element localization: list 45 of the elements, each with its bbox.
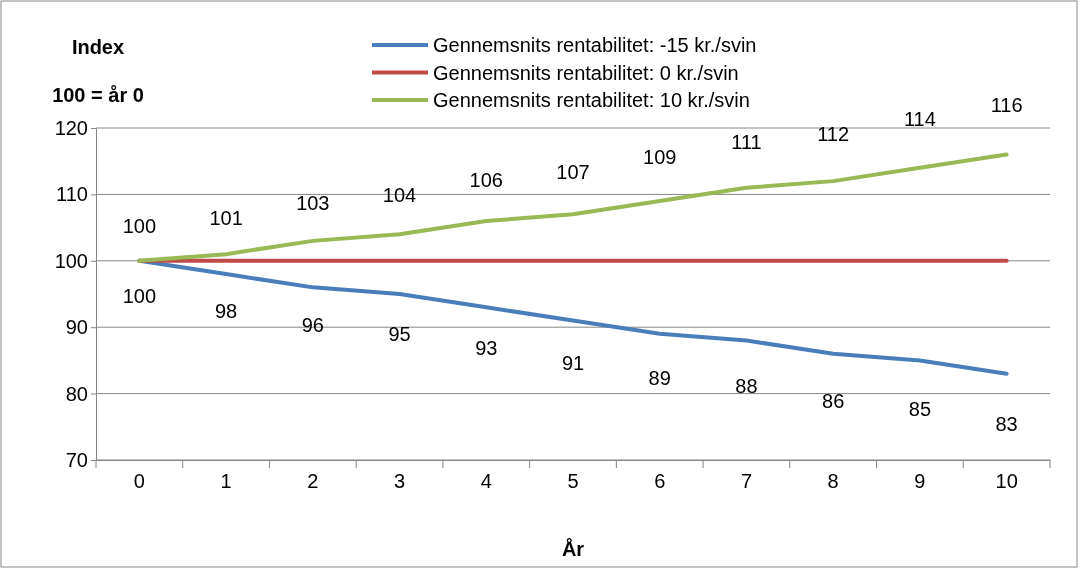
legend-label: Gennemsnits rentabilitet: -15 kr./svin bbox=[433, 34, 757, 56]
y-tick-label: 70 bbox=[65, 448, 88, 471]
x-tick-label: 7 bbox=[740, 470, 753, 493]
x-tick-label: 8 bbox=[827, 470, 839, 493]
legend-label: Gennemsnits rentabilitet: 10 kr./svin bbox=[433, 89, 750, 111]
data-label: 112 bbox=[817, 123, 850, 146]
data-label: 85 bbox=[908, 397, 932, 420]
legend-label: Gennemsnits rentabilitet: 0 kr./svin bbox=[433, 61, 739, 84]
x-tick-label: 9 bbox=[914, 470, 926, 493]
data-label: 109 bbox=[643, 146, 677, 169]
data-label: 83 bbox=[995, 412, 1018, 435]
x-tick-label: 6 bbox=[654, 470, 666, 493]
data-label: 114 bbox=[903, 108, 936, 131]
x-axis-title: År bbox=[561, 537, 585, 560]
data-label: 100 bbox=[122, 284, 157, 307]
data-label: 88 bbox=[735, 374, 758, 397]
data-label: 116 bbox=[990, 93, 1023, 116]
y-tick-label: 90 bbox=[65, 316, 88, 339]
data-label: 100 bbox=[122, 214, 157, 237]
data-label: 107 bbox=[556, 160, 590, 183]
data-label: 95 bbox=[388, 322, 411, 345]
y-tick-label: 110 bbox=[56, 183, 88, 206]
y-tick-label: 120 bbox=[54, 116, 88, 139]
data-label: 91 bbox=[561, 352, 585, 375]
y-axis-title: Index bbox=[71, 36, 125, 58]
data-label: 103 bbox=[296, 191, 330, 214]
text: 100 = år 0 bbox=[52, 84, 144, 106]
x-tick-label: 10 bbox=[995, 470, 1018, 493]
x-tick-label: 3 bbox=[393, 470, 406, 493]
data-label: 86 bbox=[822, 389, 845, 412]
data-label: 93 bbox=[475, 337, 498, 360]
x-tick-label: 0 bbox=[133, 470, 145, 493]
data-label: 101 bbox=[209, 206, 243, 229]
y-tick-label: 100 bbox=[54, 249, 88, 272]
data-label: 111 bbox=[731, 131, 762, 154]
data-label: 98 bbox=[214, 299, 238, 322]
data-label: 96 bbox=[301, 314, 324, 337]
data-label: 89 bbox=[648, 366, 671, 389]
data-label: 106 bbox=[469, 168, 503, 191]
y-tick-label: 80 bbox=[65, 382, 88, 405]
x-tick-label: 1 bbox=[220, 470, 232, 493]
x-tick-label: 5 bbox=[567, 470, 579, 493]
x-tick-label: 2 bbox=[307, 470, 319, 493]
x-tick-label: 4 bbox=[480, 470, 492, 493]
data-label: 104 bbox=[382, 183, 417, 206]
